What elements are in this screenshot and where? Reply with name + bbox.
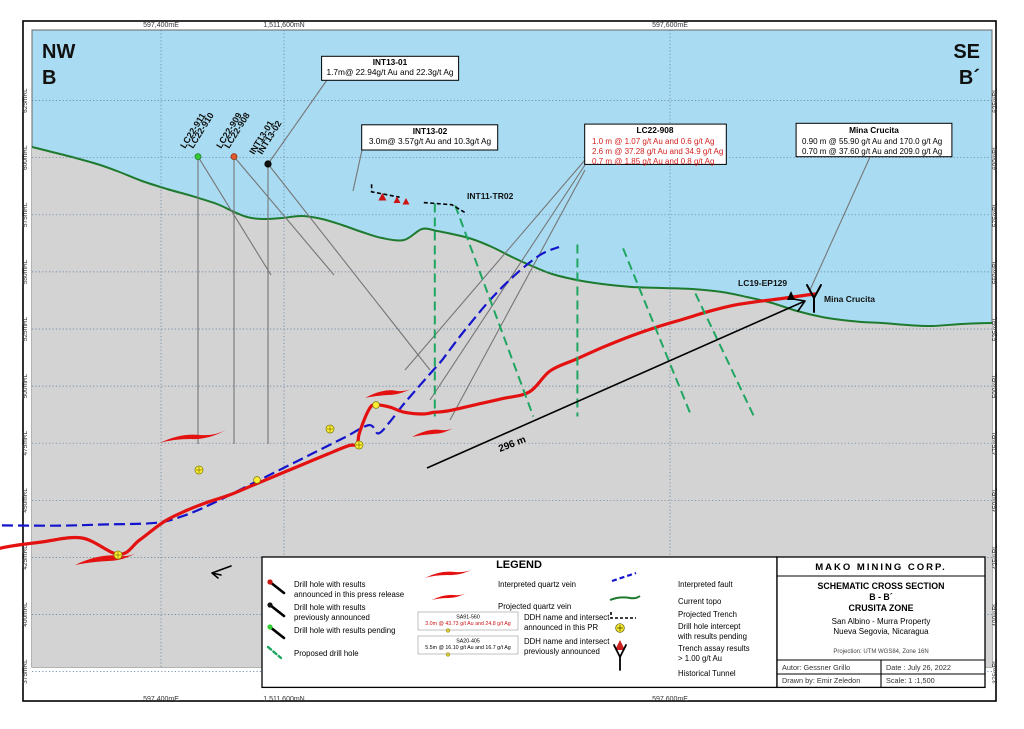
svg-text:Interpreted fault: Interpreted fault [678,580,733,589]
svg-text:Projected Trench: Projected Trench [678,610,737,619]
svg-text:SE: SE [953,41,980,63]
svg-text:Drill hole with results: Drill hole with results [294,580,366,589]
svg-text:SA20-405: SA20-405 [456,639,480,645]
svg-text:597,400mE: 597,400mE [143,22,179,29]
svg-text:Drawn by: Emir Zeledon: Drawn by: Emir Zeledon [782,676,860,685]
svg-text:Historical Tunnel: Historical Tunnel [678,669,736,678]
svg-text:450mRL: 450mRL [22,488,29,513]
svg-text:5.5m @ 16.10 g/t Au and 16.7 g: 5.5m @ 16.10 g/t Au and 16.7 g/t Ag [425,645,511,651]
svg-text:Drill hole with results: Drill hole with results [294,603,366,612]
svg-text:597,600mE: 597,600mE [652,696,688,703]
svg-text:500mRL: 500mRL [22,373,29,398]
svg-text:375mRL: 375mRL [992,659,999,684]
svg-text:0.7 m @ 1.85 g/t Au and 0.8 g/: 0.7 m @ 1.85 g/t Au and 0.8 g/t Ag [592,157,714,166]
svg-text:announced in this press releas: announced in this press release [294,590,404,599]
svg-text:Projection: UTM WGS84, Zone 16: Projection: UTM WGS84, Zone 16N [833,649,928,655]
svg-text:Drill hole with results pendin: Drill hole with results pending [294,626,395,635]
svg-text:1,511,600mN: 1,511,600mN [263,696,305,703]
svg-text:LEGEND: LEGEND [496,559,542,571]
svg-text:600mRL: 600mRL [992,145,999,170]
svg-text:INT13-01: INT13-01 [373,57,408,67]
svg-text:MAKO MINING CORP.: MAKO MINING CORP. [815,562,946,573]
svg-text:597,400mE: 597,400mE [143,696,179,703]
svg-text:0.70 m @ 37.60 g/t Au and 209.: 0.70 m @ 37.60 g/t Au and 209.0 g/t Ag [802,147,942,156]
svg-text:597,600mE: 597,600mE [652,22,688,29]
svg-text:575mRL: 575mRL [22,202,29,227]
svg-text:550mRL: 550mRL [992,259,999,284]
svg-text:2.6 m @ 37.28 g/t Au and 34.9: 2.6 m @ 37.28 g/t Au and 34.9 g/t Ag [592,147,723,156]
svg-text:375mRL: 375mRL [22,659,29,684]
svg-text:425mRL: 425mRL [992,545,999,570]
svg-text:B: B [42,67,56,89]
svg-text:INT11-TR02: INT11-TR02 [467,191,514,201]
svg-text:Trench assay results: Trench assay results [678,644,750,653]
svg-text:575mRL: 575mRL [992,202,999,227]
svg-text:Mina Crucita: Mina Crucita [824,294,875,304]
svg-text:400mRL: 400mRL [22,602,29,627]
svg-text:LC19-EP129: LC19-EP129 [738,278,787,288]
svg-text:525mRL: 525mRL [992,316,999,341]
svg-text:Projected quartz vein: Projected quartz vein [498,602,571,611]
svg-text:announced in this PR: announced in this PR [524,623,598,632]
svg-text:CRUSITA ZONE: CRUSITA ZONE [849,603,914,613]
svg-text:San Albino - Murra Property: San Albino - Murra Property [832,617,931,626]
svg-text:400mRL: 400mRL [992,602,999,627]
svg-text:475mRL: 475mRL [992,431,999,456]
svg-text:Scale: 1 :1,500: Scale: 1 :1,500 [886,676,935,685]
svg-text:INT13-02: INT13-02 [413,126,448,136]
svg-text:SCHEMATIC CROSS SECTION: SCHEMATIC CROSS SECTION [818,581,945,591]
svg-text:NW: NW [42,41,75,63]
svg-text:Interpreted quartz vein: Interpreted quartz vein [498,580,576,589]
svg-text:1,511,600mN: 1,511,600mN [263,22,305,29]
svg-text:DDH name and intersect: DDH name and intersect [524,613,610,622]
svg-text:previously announced: previously announced [524,647,600,656]
svg-text:Autor: Gessner Grillo: Autor: Gessner Grillo [782,663,850,672]
svg-text:625mRL: 625mRL [22,88,29,113]
svg-text:450mRL: 450mRL [992,488,999,513]
svg-text:500mRL: 500mRL [992,373,999,398]
svg-text:B´: B´ [959,67,980,89]
svg-text:600mRL: 600mRL [22,145,29,170]
svg-text:LC22-908: LC22-908 [637,125,674,135]
svg-text:3.0m@ 3.57g/t Au and 10.3g/t A: 3.0m@ 3.57g/t Au and 10.3g/t Ag [369,136,492,146]
svg-text:1.0 m @ 1.07 g/t Au and 0.6 g/: 1.0 m @ 1.07 g/t Au and 0.6 g/t Ag [592,137,714,146]
svg-text:Nueva Segovia, Nicaragua: Nueva Segovia, Nicaragua [833,627,929,636]
svg-text:425mRL: 425mRL [22,545,29,570]
svg-text:SA91-560: SA91-560 [456,615,480,621]
svg-text:> 1.00 g/t Au: > 1.00 g/t Au [678,654,722,663]
svg-text:1.7m@ 22.94g/t Au and 22.3g/t: 1.7m@ 22.94g/t Au and 22.3g/t Ag [327,67,454,77]
svg-text:with results pending: with results pending [677,632,747,641]
svg-text:550mRL: 550mRL [22,259,29,284]
svg-text:previously announced: previously announced [294,613,370,622]
svg-text:Current topo: Current topo [678,597,722,606]
svg-text:0.90 m @ 55.90 g/t Au and 170.: 0.90 m @ 55.90 g/t Au and 170.0 g/t Ag [802,137,942,146]
svg-text:3.0m @ 43.73 g/t Au and 24.8 g: 3.0m @ 43.73 g/t Au and 24.8 g/t Ag [425,621,511,627]
svg-text:475mRL: 475mRL [22,431,29,456]
svg-text:Mina Crucita: Mina Crucita [849,125,899,135]
svg-text:Drill hole intercept: Drill hole intercept [678,622,741,631]
svg-text:Date : July 26, 2022: Date : July 26, 2022 [886,663,951,672]
svg-text:625mRL: 625mRL [992,88,999,113]
svg-text:B - B´: B - B´ [869,592,893,602]
svg-text:DDH name and intersect: DDH name and intersect [524,637,610,646]
svg-text:Proposed drill hole: Proposed drill hole [294,649,359,658]
svg-text:525mRL: 525mRL [22,316,29,341]
